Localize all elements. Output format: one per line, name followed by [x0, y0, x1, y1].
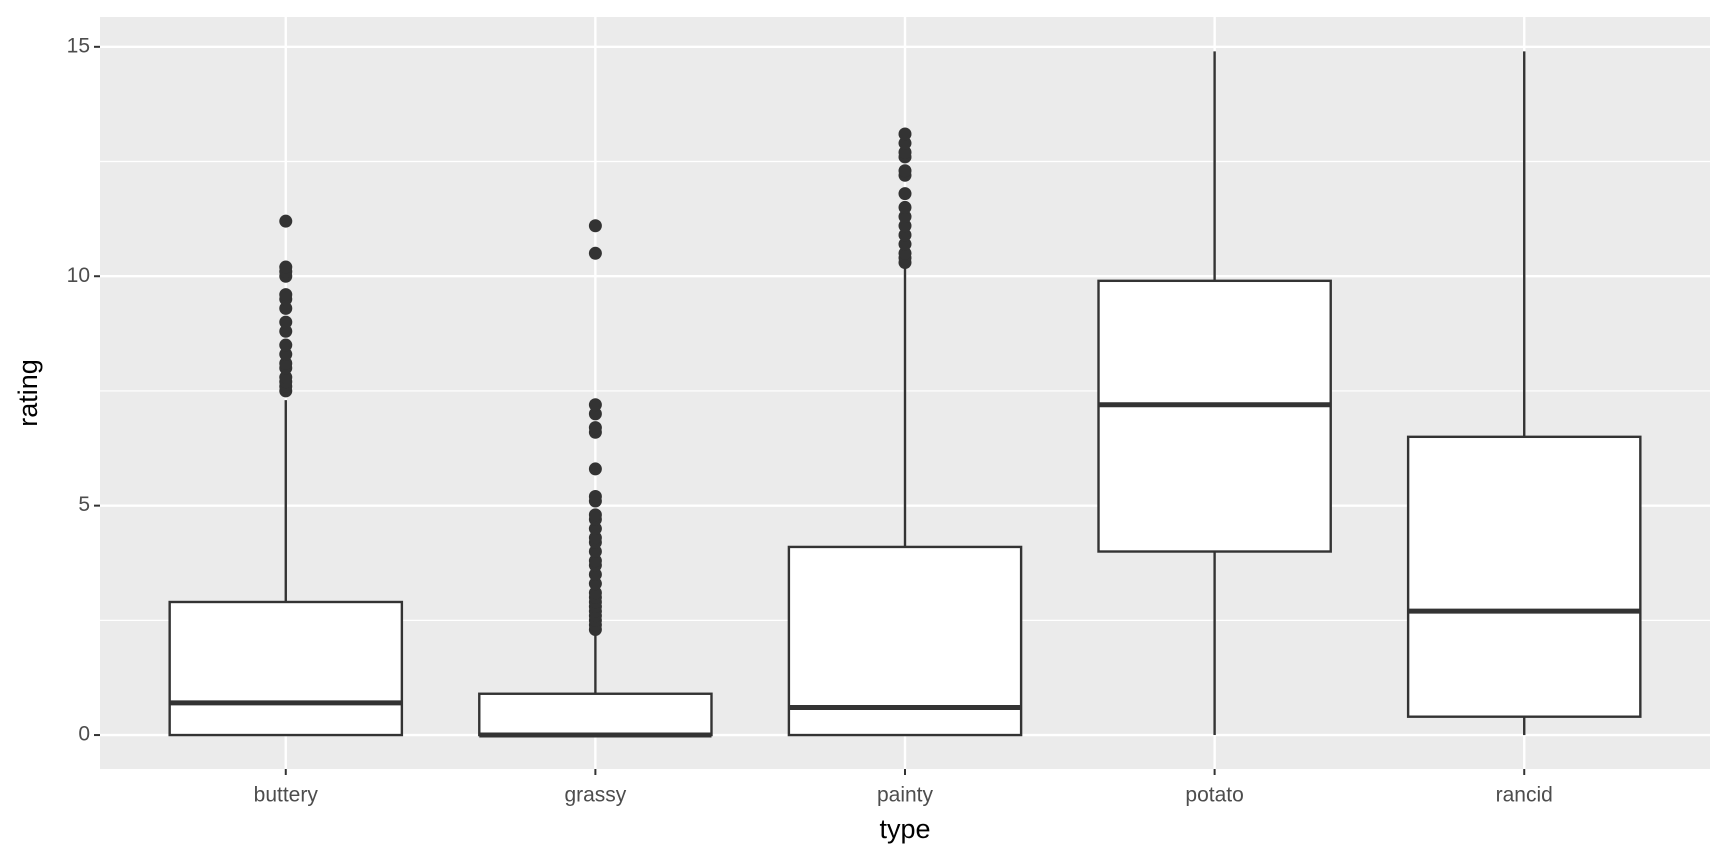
outlier	[898, 228, 912, 242]
outlier	[588, 577, 602, 591]
outlier	[588, 545, 602, 559]
outlier	[279, 338, 293, 352]
outlier	[898, 219, 912, 233]
outlier	[898, 200, 912, 214]
y-axis-title: rating	[13, 359, 43, 427]
x-tick-label: painty	[877, 784, 934, 807]
box	[478, 692, 713, 737]
box	[787, 545, 1023, 737]
outlier	[588, 246, 602, 260]
y-tick-label: 10	[67, 264, 90, 287]
outlier	[279, 315, 293, 329]
outlier	[279, 356, 293, 370]
x-tick-label: rancid	[1496, 784, 1553, 807]
x-axis-title: type	[879, 814, 930, 844]
outlier	[588, 586, 602, 600]
outlier	[898, 187, 912, 201]
outlier	[279, 260, 293, 274]
outlier	[588, 407, 602, 421]
outlier	[588, 421, 602, 435]
outlier	[588, 531, 602, 545]
y-tick-label: 5	[78, 493, 90, 516]
x-tick-label: grassy	[564, 784, 626, 807]
x-tick-label: potato	[1185, 784, 1243, 807]
x-tick-label: buttery	[254, 784, 319, 807]
outlier	[279, 370, 293, 384]
outlier	[898, 164, 912, 178]
box	[1097, 279, 1332, 553]
outlier	[898, 210, 912, 224]
outlier	[588, 462, 602, 476]
box	[168, 600, 404, 737]
outlier	[898, 246, 912, 260]
outlier	[279, 324, 293, 338]
outlier	[588, 554, 602, 568]
outlier	[279, 214, 293, 228]
outlier	[898, 145, 912, 159]
outlier	[898, 136, 912, 150]
outlier	[279, 347, 293, 361]
outlier	[588, 522, 602, 536]
box	[1406, 435, 1642, 718]
outlier	[898, 127, 912, 141]
outlier	[588, 489, 602, 503]
y-tick-label: 0	[78, 723, 90, 746]
outlier	[588, 567, 602, 581]
outlier	[588, 398, 602, 412]
outlier	[279, 301, 293, 315]
outlier	[588, 508, 602, 522]
outlier	[588, 219, 602, 233]
outlier	[279, 288, 293, 302]
y-tick-label: 15	[67, 34, 90, 57]
outlier	[898, 237, 912, 251]
